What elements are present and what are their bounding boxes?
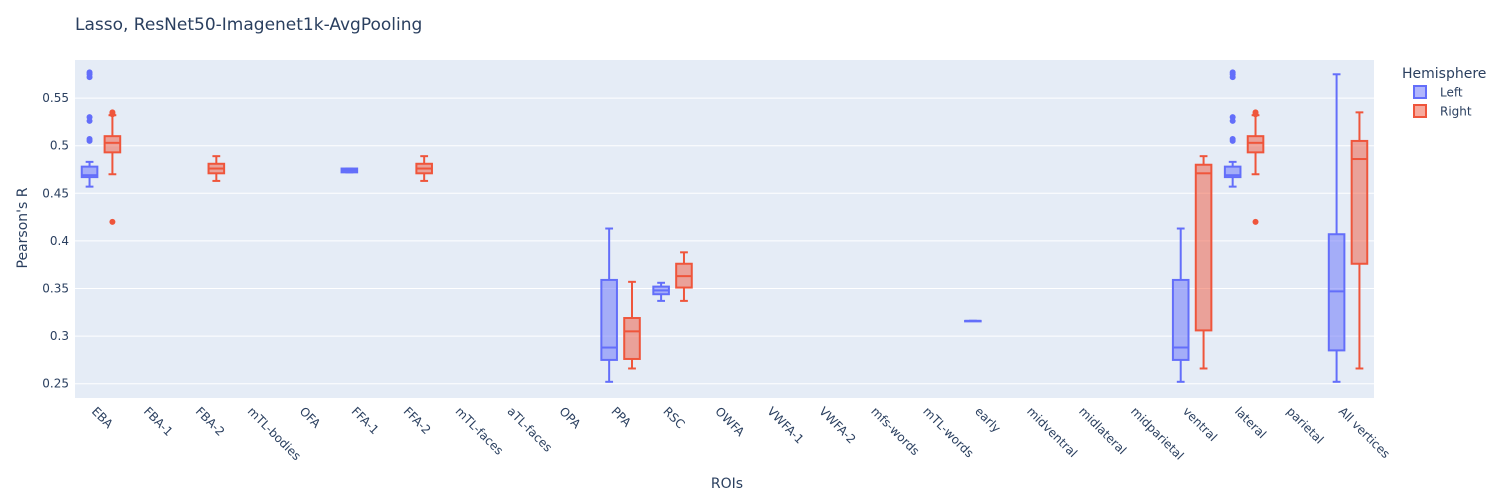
outlier-point: [109, 218, 116, 225]
box-iqr: [600, 278, 618, 361]
y-tick-label: 0.3: [50, 329, 69, 343]
legend-swatch-right: [1413, 104, 1427, 118]
x-tick-label: midparietal: [1128, 404, 1186, 462]
y-tick-label: 0.55: [42, 91, 69, 105]
x-tick-label: midlateral: [1076, 404, 1129, 457]
box-iqr: [1194, 163, 1213, 332]
outlier-point: [86, 114, 93, 121]
legend-item-right[interactable]: Right: [1413, 104, 1472, 119]
box-left-ffa-1[interactable]: [340, 167, 359, 174]
x-tick-label: mTL-faces: [453, 404, 506, 457]
outlier-point: [1252, 218, 1259, 225]
x-tick-label: mTL-words: [920, 404, 976, 460]
y-axis-title: Pearson's R: [15, 187, 31, 268]
y-tick-label: 0.4: [50, 234, 69, 248]
box-right-ventral[interactable]: [1194, 155, 1213, 370]
box-left-ppa[interactable]: [600, 227, 618, 383]
outlier-point: [1229, 114, 1236, 121]
x-tick-label: OFA: [297, 404, 324, 431]
outlier-point: [1229, 136, 1236, 143]
legend-label-right: Right: [1440, 105, 1472, 119]
legend-label-left: Left: [1440, 86, 1463, 100]
outlier-point: [109, 109, 116, 116]
box-left-eba[interactable]: [80, 69, 99, 188]
plot-background: [75, 60, 1374, 398]
box-iqr: [80, 165, 99, 179]
y-tick-label: 0.25: [42, 377, 69, 391]
outlier-point: [1252, 109, 1259, 116]
x-tick-label: OPA: [556, 404, 584, 432]
x-tick-label: ventral: [1180, 404, 1220, 444]
y-tick-labels: 0.25 0.3 0.35 0.4 0.45 0.5 0.55: [42, 91, 69, 391]
box-traces: [80, 69, 1369, 383]
x-tick-label: PPA: [608, 404, 634, 430]
x-tick-label: RSC: [660, 404, 687, 431]
x-tick-label: VWFA-1: [764, 404, 806, 446]
box-left-ventral[interactable]: [1171, 227, 1190, 383]
y-tick-label: 0.45: [42, 186, 69, 200]
box-right-ppa[interactable]: [623, 280, 641, 370]
box-left-rsc[interactable]: [652, 281, 670, 302]
x-tick-label: midventral: [1024, 404, 1080, 460]
legend: Hemisphere Left Right: [1402, 66, 1486, 119]
x-tick-label: mTL-bodies: [245, 404, 304, 463]
y-tick-label: 0.5: [50, 139, 69, 153]
outlier-point: [86, 136, 93, 143]
x-tick-label: FBA-1: [141, 404, 176, 439]
box-right-lateral[interactable]: [1246, 109, 1265, 225]
box-iqr: [1246, 135, 1265, 154]
outlier-point: [1229, 69, 1236, 76]
box-left-lateral[interactable]: [1223, 69, 1242, 188]
box-right-rsc[interactable]: [675, 251, 693, 302]
x-tick-label: mfs-words: [868, 404, 922, 458]
box-right-fba-2[interactable]: [207, 155, 226, 182]
x-tick-label: lateral: [1232, 404, 1269, 441]
grid-lines: [75, 97, 1374, 385]
x-tick-label: early: [972, 404, 1003, 435]
legend-swatch-left: [1413, 85, 1427, 99]
legend-title: Hemisphere: [1402, 66, 1486, 82]
box-iqr: [1223, 165, 1242, 179]
box-iqr: [103, 135, 122, 154]
x-axis-title: ROIs: [711, 476, 743, 492]
box-iqr: [623, 317, 641, 360]
outlier-point: [86, 69, 93, 76]
box-iqr: [1171, 278, 1190, 361]
x-tick-label: VWFA-2: [816, 404, 858, 446]
x-tick-label: EBA: [89, 404, 116, 431]
x-tick-label: OWFA: [712, 404, 747, 439]
box-iqr: [1350, 139, 1369, 265]
box-left-early[interactable]: [964, 319, 982, 323]
y-tick-label: 0.35: [42, 282, 69, 296]
box-right-all-vertices[interactable]: [1350, 111, 1369, 370]
x-tick-label: aTL-faces: [505, 404, 555, 454]
x-tick-label: parietal: [1284, 404, 1326, 446]
box-left-all-vertices[interactable]: [1327, 73, 1346, 383]
box-right-eba[interactable]: [103, 109, 122, 225]
box-right-ffa-2[interactable]: [415, 155, 433, 182]
x-tick-label: FFA-1: [349, 404, 382, 437]
chart-title: Lasso, ResNet50-Imagenet1k-AvgPooling: [75, 15, 422, 35]
legend-item-left[interactable]: Left: [1413, 85, 1463, 100]
x-tick-label: FFA-2: [401, 404, 434, 437]
x-tick-label: All vertices: [1336, 404, 1393, 461]
x-tick-label: FBA-2: [193, 404, 228, 439]
